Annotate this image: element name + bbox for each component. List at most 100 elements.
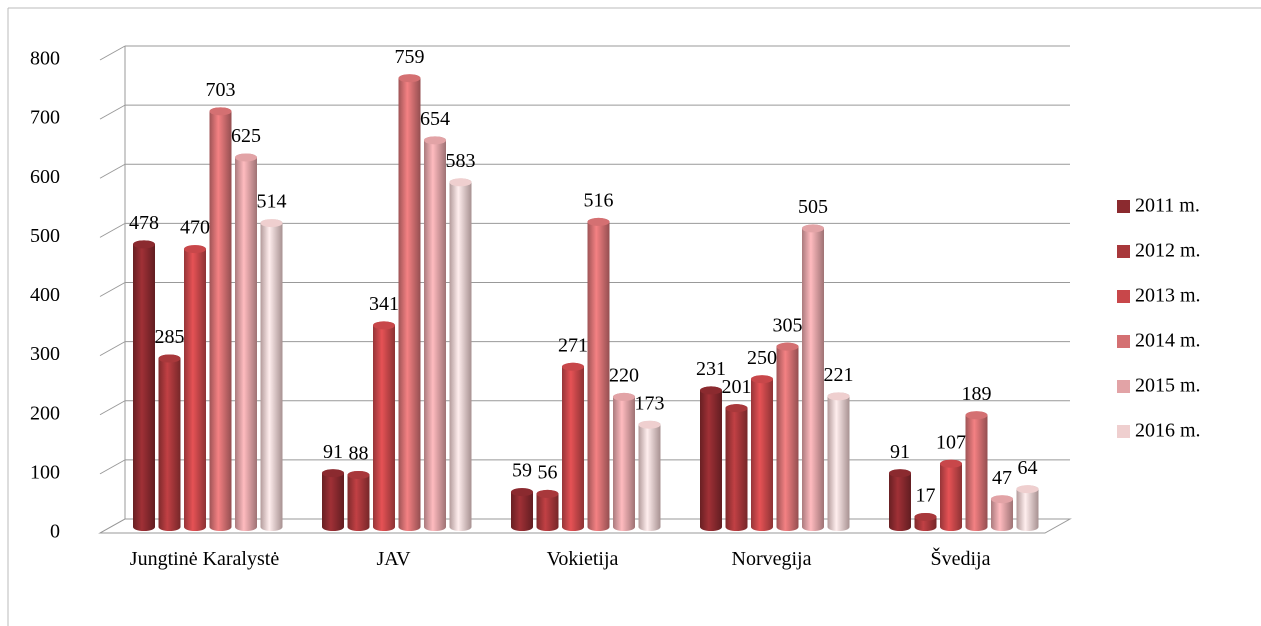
data-label: 173 [635, 392, 665, 414]
bar-top [235, 153, 257, 162]
bar-top [1016, 485, 1039, 494]
y-tick-label: 100 [30, 461, 60, 483]
bar-top [802, 224, 824, 233]
data-label: 56 [538, 461, 558, 483]
x-tick-label: Norvegija [731, 548, 812, 570]
data-label: 64 [1018, 457, 1038, 479]
legend-label: 2012 m. [1135, 240, 1201, 262]
bar-top [725, 404, 748, 413]
grid-side [99, 341, 126, 357]
y-tick-label: 800 [30, 48, 60, 70]
bar [613, 392, 635, 531]
x-tick-label: Jungtinė Karalystė [129, 548, 280, 570]
data-label: 285 [155, 326, 185, 348]
data-label: 201 [722, 376, 752, 398]
grid-side [99, 45, 126, 61]
data-label: 516 [584, 190, 614, 212]
y-tick-label: 200 [30, 402, 60, 424]
grid-side [99, 400, 126, 416]
bar-top [562, 362, 584, 371]
data-label: 583 [446, 150, 476, 172]
bar [700, 386, 722, 531]
data-label: 478 [129, 212, 159, 234]
grid-side [99, 518, 126, 534]
data-label: 91 [890, 441, 910, 463]
data-label: 189 [962, 383, 992, 405]
bar [133, 240, 155, 531]
data-label: 703 [206, 79, 236, 101]
bar [398, 74, 421, 532]
bar-top [373, 321, 395, 330]
legend-label: 2011 m. [1135, 195, 1200, 217]
bar-top [184, 245, 206, 254]
x-tick-label: JAV [376, 548, 411, 570]
bar-top [260, 219, 283, 228]
bar [725, 404, 748, 531]
bar [889, 469, 911, 531]
y-tick-label: 0 [50, 521, 60, 543]
bar-top [133, 240, 155, 249]
bar-top [991, 495, 1013, 504]
grid-side [99, 282, 126, 297]
bar [260, 219, 283, 531]
data-label: 17 [916, 485, 936, 507]
data-label: 625 [231, 125, 261, 147]
data-label: 654 [420, 108, 450, 130]
grid-side [99, 459, 126, 475]
data-label: 107 [936, 431, 966, 453]
bar-top [827, 392, 850, 401]
data-label: 91 [323, 441, 343, 463]
legend-swatch [1117, 245, 1130, 258]
bar-top [889, 469, 911, 478]
data-label: 514 [257, 191, 287, 213]
data-label: 220 [609, 365, 639, 387]
data-label: 88 [349, 443, 369, 465]
bar-top [776, 342, 799, 351]
x-tick-label: Švedija [930, 548, 991, 570]
bar [235, 153, 257, 531]
legend-label: 2013 m. [1135, 285, 1201, 307]
bar-top [158, 354, 181, 363]
bar [424, 136, 446, 531]
x-tick-label: Vokietija [546, 548, 619, 570]
bar [776, 342, 799, 531]
data-label: 47 [992, 467, 1012, 489]
data-label: 470 [180, 217, 210, 239]
data-label: 505 [798, 196, 828, 218]
bar-top [700, 386, 722, 395]
legend-swatch [1117, 290, 1130, 303]
grid-side [99, 222, 126, 238]
y-tick-label: 600 [30, 166, 60, 188]
data-label: 59 [512, 460, 532, 482]
legend-swatch [1117, 380, 1130, 393]
data-label: 221 [824, 364, 854, 386]
bar-top [536, 489, 559, 498]
bar [751, 375, 773, 531]
bar [209, 107, 232, 531]
bar [449, 178, 472, 531]
bar [536, 489, 559, 531]
bar [562, 362, 584, 531]
data-label: 341 [369, 293, 399, 315]
data-label: 231 [696, 358, 726, 380]
bar [158, 354, 181, 531]
bar [184, 245, 206, 532]
bar [991, 495, 1013, 531]
bar-top [587, 217, 610, 226]
bar-top [322, 469, 344, 478]
data-label: 271 [558, 334, 588, 356]
bar-top [398, 74, 421, 83]
bar-top [940, 459, 962, 468]
bar [638, 420, 661, 531]
bar [940, 459, 963, 531]
legend-swatch [1117, 335, 1130, 348]
bar-top [424, 136, 446, 145]
grid-side [99, 104, 126, 120]
bar-top [965, 411, 988, 420]
bar-top [914, 512, 937, 521]
legend-swatch [1117, 200, 1130, 213]
bar [1016, 485, 1039, 531]
bar-top [511, 488, 533, 497]
